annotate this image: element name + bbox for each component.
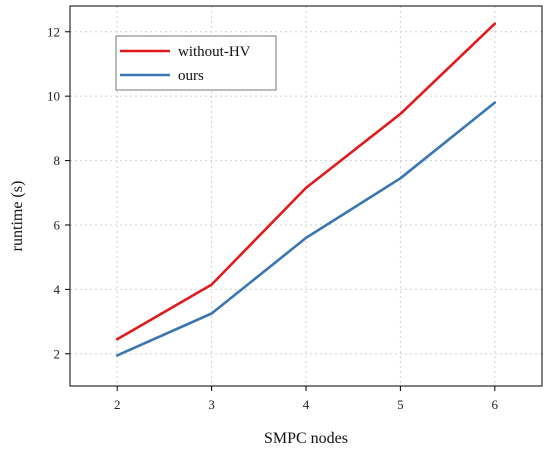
series-line-ours [115,101,497,357]
y-tick-label: 10 [47,89,60,104]
grid-lines [70,6,542,386]
x-axis: 2 3 4 5 6 [114,386,499,412]
y-tick-label: 2 [54,346,61,361]
series-lines [115,22,497,357]
legend-box [115,35,277,91]
y-axis: 2 4 6 8 10 12 [47,24,70,361]
y-tick-label: 6 [54,217,61,232]
y-tick-label: 12 [47,24,60,39]
x-tick-label: 3 [208,397,215,412]
series-line-without-hv [115,22,497,341]
x-tick-label: 2 [114,397,121,412]
x-tick-label: 5 [397,397,404,412]
y-tick-label: 8 [54,153,61,168]
legend: without-HV ours [115,35,277,91]
legend-label: without-HV [178,44,251,60]
x-tick-label: 6 [492,397,499,412]
x-axis-title: SMPC nodes [264,430,348,447]
y-axis-title: runtime (s) [9,181,26,252]
x-tick-label: 4 [303,397,310,412]
legend-label: ours [178,68,204,84]
y-tick-label: 4 [54,282,61,297]
